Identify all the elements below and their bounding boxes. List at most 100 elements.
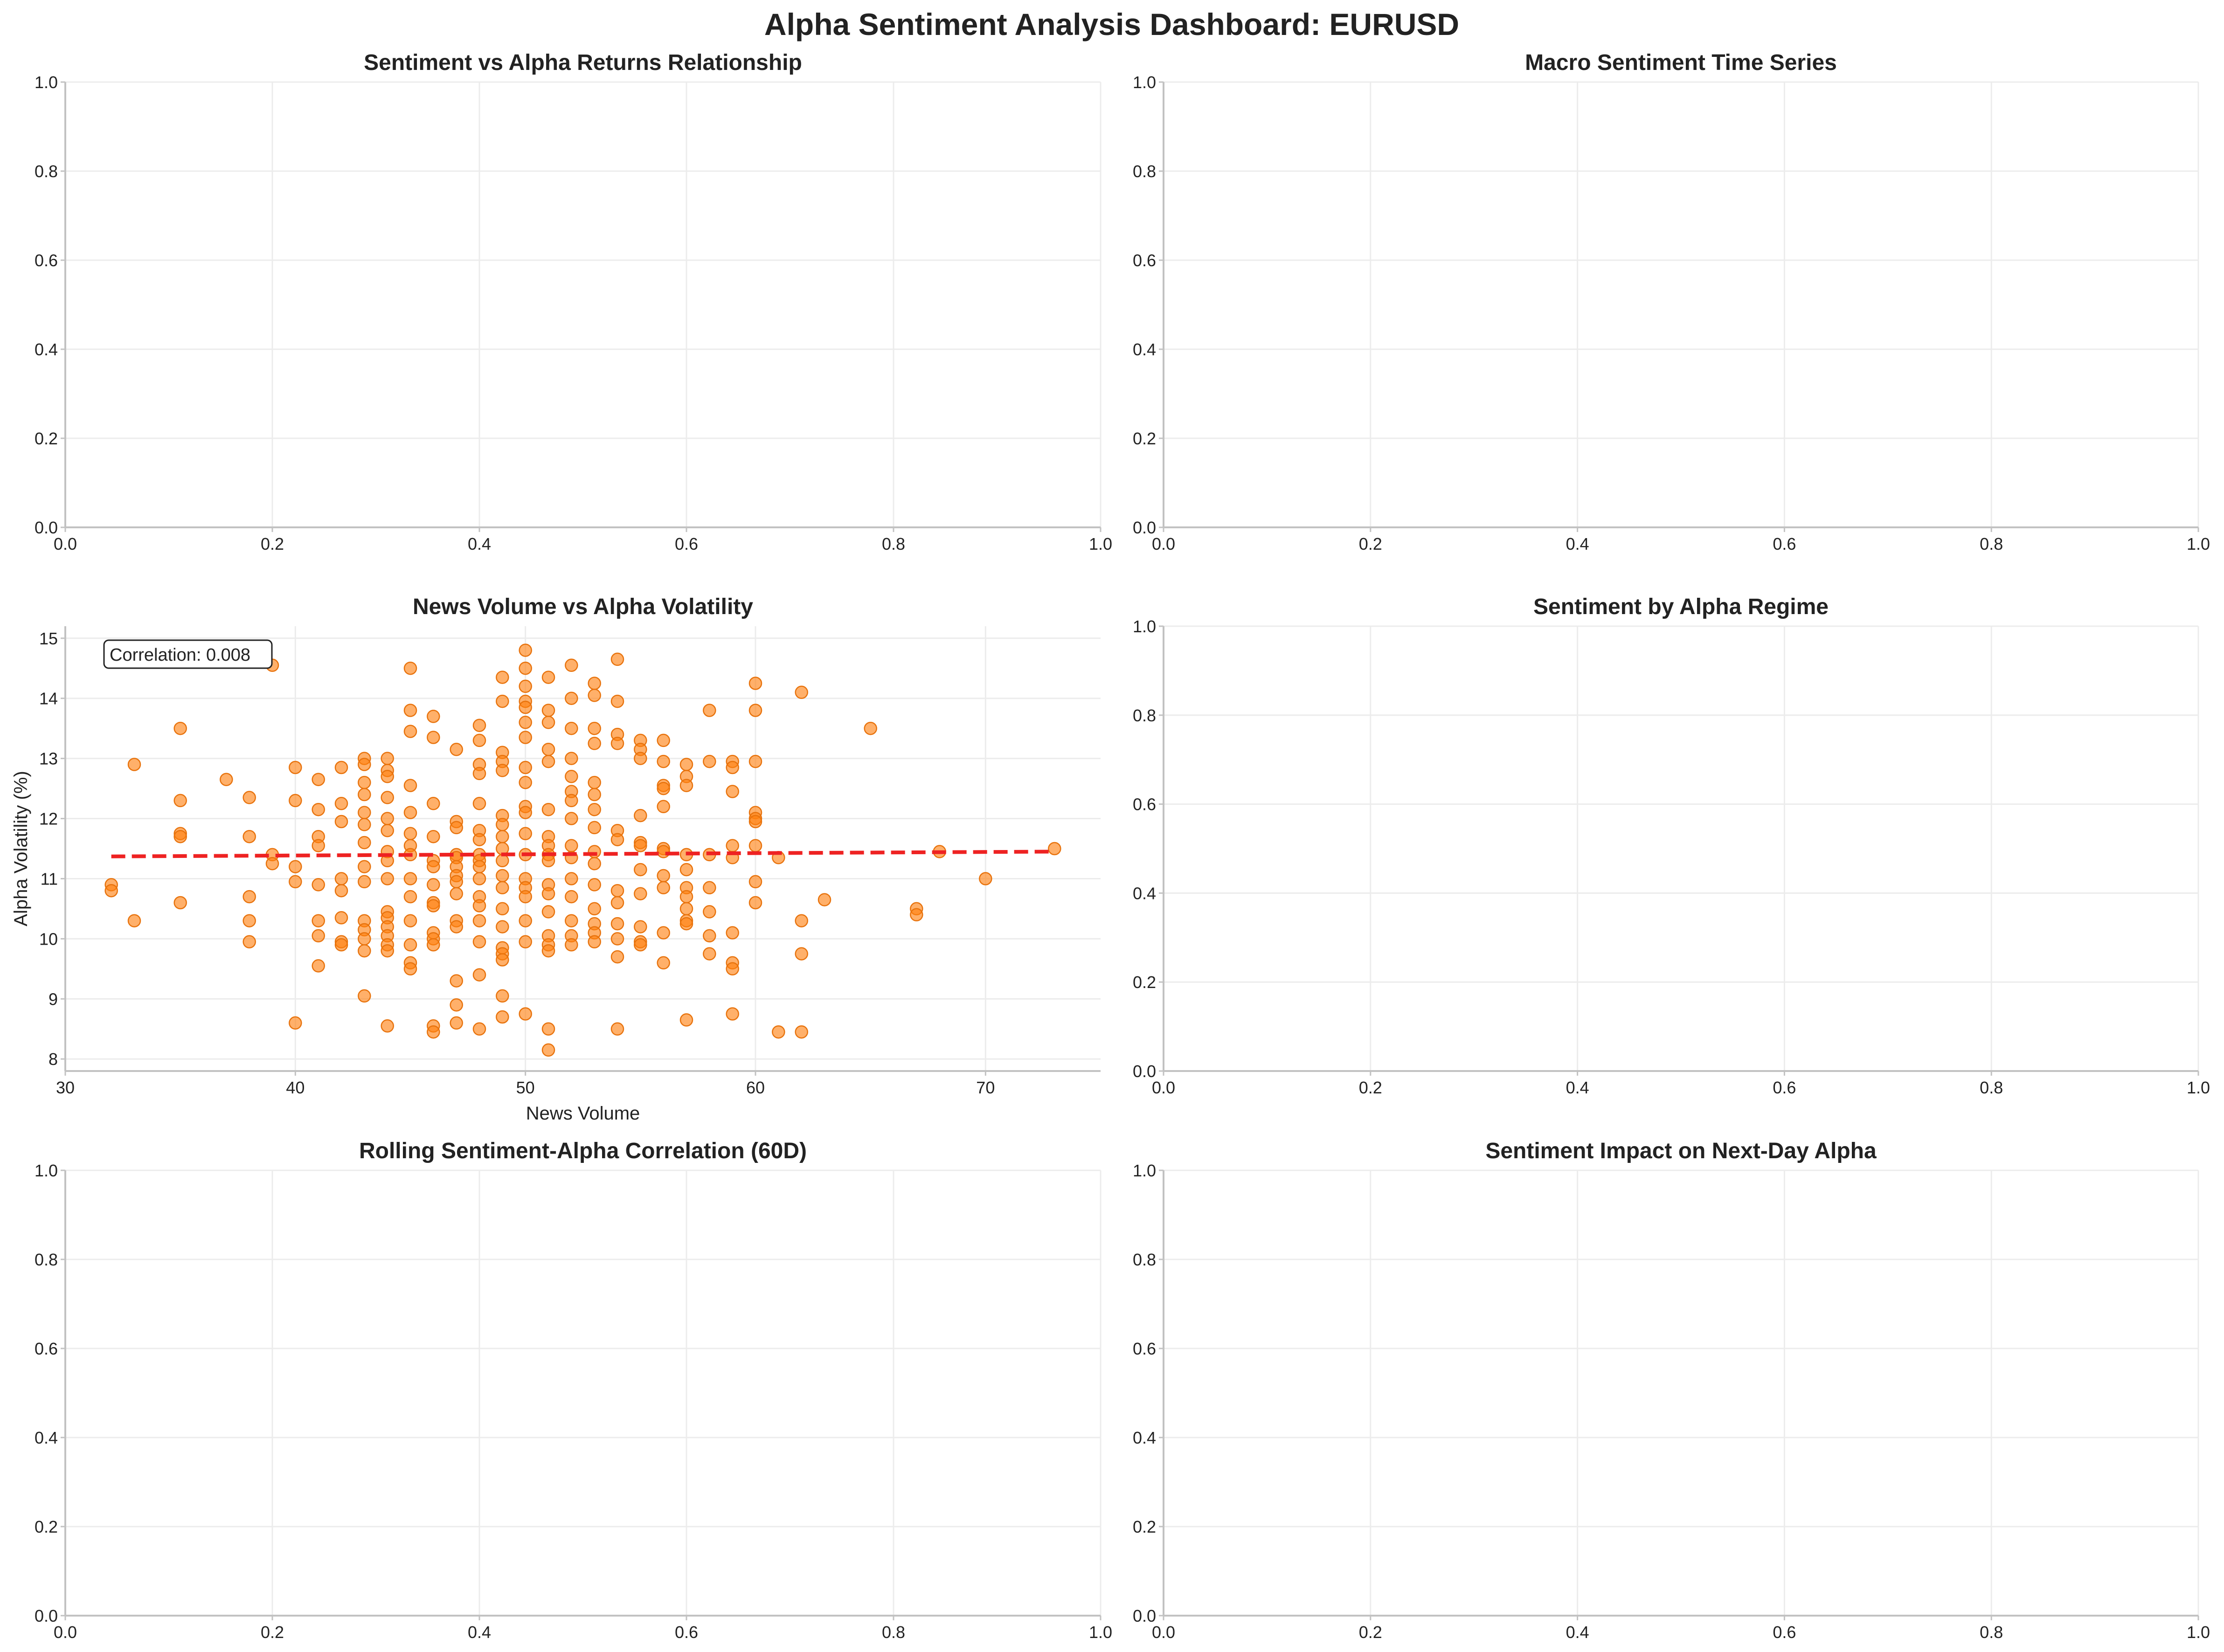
correlation-annotation: Correlation: 0.008: [110, 645, 250, 665]
x-tick-label: 30: [56, 1078, 75, 1097]
y-ticks: 8 9 10 11 12 13 14 15: [39, 629, 65, 1069]
scatter-point: [127, 914, 141, 927]
scatter-point: [565, 890, 578, 904]
scatter-point: [381, 944, 394, 958]
scatter-point: [472, 860, 486, 873]
scatter-point: [312, 839, 325, 852]
scatter-point: [450, 974, 463, 988]
y-tick-label: 0.8: [1133, 162, 1156, 181]
scatter-point: [104, 884, 118, 898]
scatter-point: [588, 775, 601, 789]
scatter-point: [334, 815, 348, 829]
scatter-point: [541, 905, 555, 919]
scatter-point: [403, 704, 417, 717]
scatter-point: [358, 788, 371, 802]
scatter-point: [610, 652, 624, 666]
x-ticks: 0.0 0.2 0.4 0.6 0.8 1.0: [1152, 1071, 2210, 1097]
x-tick-label: 1.0: [2187, 1623, 2210, 1642]
y-tick-label: 0.0: [1133, 518, 1156, 537]
scatter-point: [588, 788, 601, 802]
scatter-point: [565, 839, 578, 852]
scatter-point: [403, 914, 417, 927]
panel-title: News Volume vs Alpha Volatility: [413, 594, 753, 619]
x-tick-label: 1.0: [1089, 1623, 1112, 1642]
scatter-point: [127, 758, 141, 771]
x-tick-label: 0.4: [468, 534, 491, 553]
scatter-point: [472, 872, 486, 885]
scatter-point: [795, 914, 808, 927]
scatter-point: [541, 670, 555, 684]
scatter-point: [979, 872, 992, 885]
scatter-point: [242, 935, 256, 949]
scatter-point: [657, 733, 670, 747]
scatter-point: [496, 1010, 509, 1024]
y-tick-label: 0.8: [35, 162, 58, 181]
scatter-point: [334, 797, 348, 810]
y-tick-label: 1.0: [35, 1161, 58, 1180]
scatter-point: [242, 791, 256, 804]
scatter-point: [519, 700, 532, 714]
scatter-point: [565, 691, 578, 705]
scatter-point: [634, 938, 647, 952]
scatter-point: [381, 824, 394, 837]
scatter-point: [496, 869, 509, 883]
scatter-point: [634, 809, 647, 823]
scatter-point: [610, 932, 624, 946]
y-tick-label: 0.8: [35, 1250, 58, 1269]
y-tick-label: 0.2: [35, 429, 58, 448]
x-tick-label: 0.6: [1773, 1078, 1796, 1097]
scatter-point: [242, 914, 256, 927]
scatter-point: [634, 752, 647, 765]
panel-5: Rolling Sentiment-Alpha Correlation (60D…: [35, 1139, 1112, 1642]
panel-1: Sentiment vs Alpha Returns Relationship 0…: [35, 50, 1112, 553]
scatter-point: [312, 959, 325, 973]
scatter-point: [519, 827, 532, 841]
scatter-point: [679, 779, 693, 792]
scatter-point: [748, 875, 762, 889]
y-tick-label: 0.2: [1133, 1517, 1156, 1536]
scatter-point: [657, 869, 670, 883]
y-tick-label: 0.6: [1133, 1339, 1156, 1358]
x-tick-label: 0.8: [1980, 1623, 2003, 1642]
scatter-point: [910, 908, 923, 922]
y-tick-label: 10: [39, 929, 58, 948]
y-tick-label: 1.0: [1133, 1161, 1156, 1180]
x-ticks: 0.0 0.2 0.4 0.6 0.8 1.0: [54, 527, 1112, 553]
y-tick-label: 8: [48, 1050, 58, 1069]
scatter-point: [657, 781, 670, 795]
y-tick-label: 0.4: [1133, 1428, 1156, 1447]
scatter-point: [358, 836, 371, 850]
scatter-point: [1048, 842, 1061, 856]
x-ticks: 30 40 50 60 70: [56, 1071, 995, 1097]
scatter-point: [381, 770, 394, 783]
scatter-point: [679, 902, 693, 916]
scatter-point: [634, 920, 647, 933]
x-tick-label: 0.4: [1566, 1623, 1589, 1642]
scatter-point: [220, 773, 233, 786]
scatter-point: [541, 887, 555, 900]
y-ticks: 0.0 0.2 0.4 0.6 0.8 1.0: [35, 1161, 65, 1625]
scatter-point: [634, 887, 647, 900]
scatter-point: [403, 661, 417, 675]
scatter-point: [519, 935, 532, 949]
scatter-point: [703, 929, 716, 943]
panels: Sentiment vs Alpha Returns Relationship 0…: [11, 50, 2210, 1642]
scatter-point: [427, 899, 440, 912]
scatter-point: [496, 694, 509, 708]
x-tick-label: 0.2: [261, 534, 284, 553]
scatter-point: [312, 802, 325, 816]
panel-title: Sentiment vs Alpha Returns Relationship: [364, 50, 802, 75]
scatter-point: [519, 1007, 532, 1021]
scatter-point: [634, 863, 647, 877]
x-tick-label: 70: [976, 1078, 995, 1097]
scatter-point: [610, 950, 624, 964]
scatter-point: [242, 829, 256, 843]
scatter-point: [519, 643, 532, 657]
scatter-point: [679, 917, 693, 931]
scatter-point: [312, 929, 325, 943]
scatter-point: [312, 773, 325, 786]
scatter-point: [496, 764, 509, 777]
scatter-point: [242, 890, 256, 904]
scatter-point: [334, 884, 348, 898]
